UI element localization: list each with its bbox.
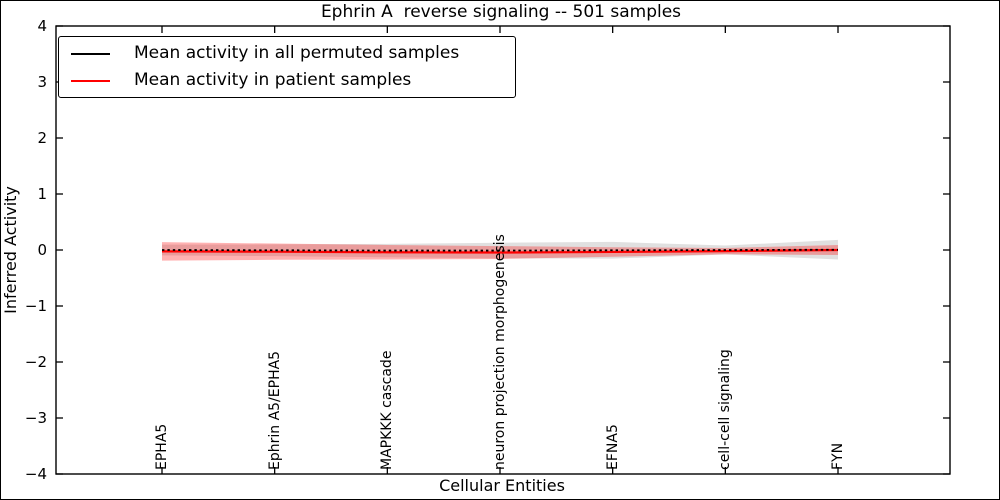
x-tick-label: cell-cell signaling <box>717 349 734 470</box>
x-tick-label: EPHA5 <box>154 423 170 470</box>
legend-line-black-icon <box>71 52 110 55</box>
legend-entry-patient: Mean activity in patient samples <box>59 67 515 94</box>
legend-box: Mean activity in all permuted samples Me… <box>58 36 516 98</box>
y-tick-label: 3 <box>37 73 47 91</box>
legend-line-red-icon <box>71 79 110 82</box>
y-tick-label: −3 <box>24 409 47 427</box>
y-tick-label: −4 <box>24 465 47 483</box>
x-axis-label: Cellular Entities <box>439 476 565 495</box>
y-tick-label: 0 <box>37 241 47 259</box>
y-tick-label: −1 <box>24 297 47 315</box>
permuted-mean-line <box>161 248 839 252</box>
x-tick-label: neuron projection morphogenesis <box>492 234 508 470</box>
legend-entry-permuted: Mean activity in all permuted samples <box>59 40 515 67</box>
permuted-band <box>162 239 838 260</box>
patient-mean-line <box>161 248 839 254</box>
x-tick-label: Ephrin A5/EPHA5 <box>266 350 283 470</box>
y-tick-label: 1 <box>37 185 47 203</box>
y-tick-label: 4 <box>37 17 47 35</box>
legend-label-permuted: Mean activity in all permuted samples <box>134 43 460 63</box>
x-tick-label: MAPKKK cascade <box>379 350 396 470</box>
y-axis-label: Inferred Activity <box>1 186 20 314</box>
x-tick-label: FYN <box>830 442 846 470</box>
y-tick-label: 2 <box>37 129 47 147</box>
legend-label-patient: Mean activity in patient samples <box>134 70 412 90</box>
x-tick-label: EFNA5 <box>604 424 621 470</box>
chart-title: Ephrin A reverse signaling -- 501 sample… <box>320 2 682 22</box>
patient-band <box>162 242 838 261</box>
y-tick-label: −2 <box>24 353 47 371</box>
